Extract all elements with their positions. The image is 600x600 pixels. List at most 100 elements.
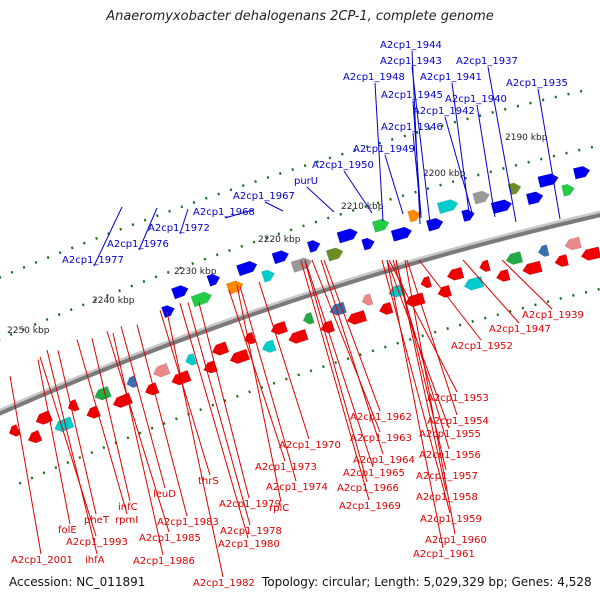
tick-label: 2220 kbp bbox=[258, 235, 301, 245]
accession-label: Accession: NC_011891 bbox=[9, 575, 146, 589]
gene-label-bottom: A2cp1_1947 bbox=[489, 324, 551, 335]
leader-line bbox=[258, 281, 310, 440]
gene-label-bottom: rplC bbox=[269, 503, 289, 514]
gene-label-top: A2cp1_1945 bbox=[381, 90, 443, 101]
tick-label: 2200 kbp bbox=[423, 169, 466, 179]
gene-label-bottom: A2cp1_1959 bbox=[420, 514, 482, 525]
gene-feature bbox=[463, 275, 485, 291]
gene-feature bbox=[378, 301, 394, 315]
gene-label-bottom: A2cp1_1954 bbox=[427, 416, 489, 427]
gene-label-bottom: A2cp1_1979 bbox=[219, 499, 281, 510]
gene-label-bottom: A2cp1_1970 bbox=[279, 440, 341, 451]
gene-feature bbox=[306, 239, 321, 253]
gene-label-bottom: A2cp1_1939 bbox=[522, 310, 584, 321]
gene-label-top: A2cp1_1977 bbox=[62, 255, 124, 266]
gene-label-top: A2cp1_1944 bbox=[380, 40, 442, 51]
leader-line bbox=[39, 356, 97, 537]
gene-feature bbox=[236, 260, 258, 277]
gene-label-top: A2cp1_1937 bbox=[456, 56, 518, 67]
gene-feature bbox=[190, 291, 212, 308]
gene-label-bottom: ihfA bbox=[85, 555, 105, 566]
leader-line bbox=[9, 376, 42, 555]
gene-label-bottom: A2cp1_1958 bbox=[416, 492, 478, 503]
gene-feature bbox=[211, 341, 230, 356]
gene-feature bbox=[261, 339, 277, 353]
leader-line bbox=[386, 259, 444, 549]
leader-line bbox=[93, 206, 123, 267]
gene-label-top: A2cp1_1967 bbox=[233, 191, 295, 202]
gene-feature bbox=[479, 259, 491, 273]
gene-feature bbox=[361, 237, 375, 251]
gene-label-bottom: A2cp1_1978 bbox=[220, 526, 282, 537]
gene-label-top: A2cp1_1940 bbox=[445, 94, 507, 105]
gene-feature bbox=[525, 191, 544, 206]
leader-line bbox=[224, 209, 254, 219]
leader-line bbox=[37, 359, 71, 525]
leader-line bbox=[306, 186, 335, 213]
gene-label-bottom: A2cp1_1962 bbox=[350, 412, 412, 423]
gene-label-bottom: pheT bbox=[84, 515, 110, 526]
gene-label-bottom: A2cp1_1963 bbox=[350, 433, 412, 444]
gene-feature bbox=[229, 348, 251, 365]
gene-label-top: A2cp1_1976 bbox=[107, 239, 169, 250]
gene-feature bbox=[152, 362, 171, 378]
leader-line bbox=[187, 302, 251, 526]
gene-feature bbox=[261, 269, 275, 283]
leader-line bbox=[418, 259, 482, 341]
leader-line bbox=[451, 82, 471, 221]
gene-label-top: A2cp1_1949 bbox=[353, 144, 415, 155]
gene-feature bbox=[94, 385, 112, 401]
leader-line bbox=[228, 289, 286, 462]
leader-line bbox=[374, 82, 384, 222]
gene-label-top: A2cp1_1946 bbox=[381, 122, 443, 133]
gene-label-bottom: folE bbox=[58, 525, 77, 536]
gene-feature bbox=[336, 228, 358, 244]
leader-line bbox=[501, 259, 553, 310]
leader-line bbox=[381, 259, 451, 514]
gene-feature bbox=[437, 284, 453, 298]
gene-feature bbox=[112, 392, 134, 409]
gene-feature bbox=[446, 266, 465, 281]
leader-line bbox=[323, 259, 381, 412]
gene-label-bottom: A2cp1_1952 bbox=[451, 341, 513, 352]
tick-label: 2210 kbp bbox=[341, 202, 384, 212]
leader-line bbox=[476, 104, 496, 218]
leader-line bbox=[179, 303, 249, 539]
gene-label-bottom: A2cp1_1985 bbox=[139, 533, 201, 544]
leader-line bbox=[343, 170, 373, 214]
gene-feature bbox=[472, 190, 490, 205]
leader-line bbox=[57, 350, 97, 515]
gene-feature bbox=[390, 226, 413, 242]
topology-summary: Topology: circular; Length: 5,029,329 bp… bbox=[262, 575, 592, 589]
leader-line bbox=[239, 286, 297, 482]
gene-label-bottom: A2cp1_1955 bbox=[419, 429, 481, 440]
gene-label-bottom: A2cp1_1964 bbox=[353, 455, 415, 466]
leader-line bbox=[320, 259, 384, 455]
gene-label-bottom: rpmI bbox=[115, 515, 138, 526]
gene-feature bbox=[206, 273, 221, 287]
backbone-shadow bbox=[0, 210, 600, 412]
gene-feature bbox=[302, 311, 315, 325]
gene-feature bbox=[361, 293, 374, 306]
leader-line bbox=[159, 310, 211, 476]
leader-line bbox=[444, 116, 474, 217]
backbone bbox=[0, 213, 600, 416]
leader-line bbox=[198, 302, 250, 499]
gene-label-bottom: A2cp1_1953 bbox=[427, 393, 489, 404]
leader-line bbox=[236, 285, 282, 503]
gene-feature bbox=[271, 250, 290, 265]
map-title: Anaeromyxobacter dehalogenans 2CP-1, com… bbox=[106, 9, 494, 24]
leader-line bbox=[311, 259, 381, 433]
leader-line bbox=[412, 132, 422, 216]
leader-line bbox=[46, 349, 98, 555]
leader-line bbox=[166, 311, 224, 578]
leader-line bbox=[406, 259, 458, 416]
gene-label-bottom: A2cp1_1960 bbox=[425, 535, 487, 546]
gene-label-top: A2cp1_1950 bbox=[312, 160, 374, 171]
gene-label-top: A2cp1_1968 bbox=[193, 207, 255, 218]
leader-line bbox=[537, 88, 561, 220]
leader-line bbox=[411, 66, 431, 224]
leader-line bbox=[304, 261, 368, 483]
gene-label-bottom: A2cp1_1965 bbox=[343, 468, 405, 479]
